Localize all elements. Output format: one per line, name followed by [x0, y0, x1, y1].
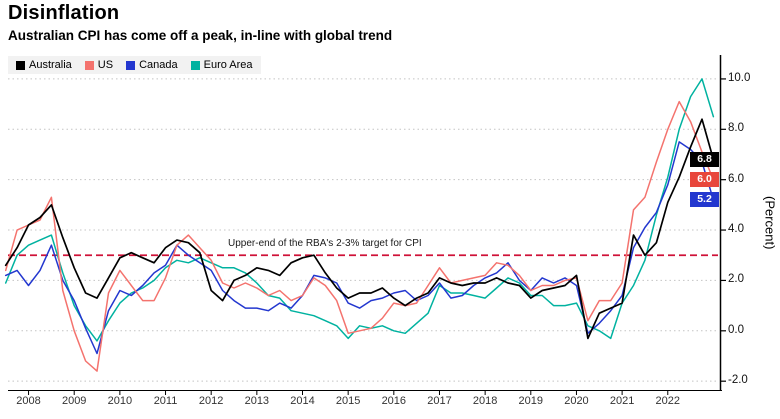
- x-tick-label: 2015: [335, 395, 361, 407]
- legend-label-canada: Canada: [139, 59, 178, 71]
- y-tick-label: -2.0: [728, 374, 748, 387]
- y-axis-title: (Percent): [762, 195, 778, 250]
- x-tick-label: 2019: [518, 395, 544, 407]
- series-line-canada: [4, 141, 715, 355]
- x-tick-label: 2017: [427, 395, 452, 407]
- series-line-australia: [4, 118, 715, 340]
- legend-swatch-australia: [16, 60, 25, 70]
- x-tick-label: 2008: [16, 395, 41, 407]
- legend-item-australia[interactable]: Australia: [16, 59, 72, 71]
- x-tick-label: 2018: [472, 395, 498, 407]
- end-value-badge-us: 6.0: [690, 172, 719, 187]
- legend-item-euro-area[interactable]: Euro Area: [190, 59, 253, 71]
- x-tick-label: 2011: [153, 395, 178, 407]
- x-tick-label: 2016: [381, 395, 407, 407]
- legend-swatch-euro-area: [190, 60, 200, 70]
- legend-label-us: US: [97, 59, 114, 71]
- target-annotation: Upper-end of the RBA's 2-3% target for C…: [228, 238, 422, 250]
- x-tick-label: 2010: [107, 395, 133, 407]
- y-tick-label: 0.0: [728, 323, 744, 336]
- series-line-us: [4, 100, 715, 372]
- x-tick-label: 2020: [564, 395, 589, 407]
- end-value-badge-canada: 5.2: [690, 192, 719, 207]
- legend-swatch-us: [84, 60, 94, 70]
- x-tick-label: 2021: [609, 395, 635, 407]
- y-tick-label: 6.0: [728, 172, 744, 185]
- x-tick-label: 2014: [290, 395, 315, 407]
- y-tick-label: 4.0: [728, 223, 744, 236]
- chart-subtitle: Australian CPI has come off a peak, in-l…: [8, 28, 393, 43]
- chart-title: Disinflation: [8, 2, 120, 24]
- legend-label-australia: Australia: [29, 59, 72, 71]
- x-tick-label: 2012: [198, 395, 224, 407]
- legend-item-canada[interactable]: Canada: [126, 59, 178, 71]
- legend-label-euro-area: Euro Area: [203, 59, 253, 71]
- x-tick-label: 2022: [655, 395, 680, 407]
- y-tick-label: 10.0: [728, 71, 751, 84]
- end-value-badge-australia: 6.8: [690, 152, 719, 167]
- x-tick-label: 2013: [244, 395, 270, 407]
- series-line-euro-area: [4, 78, 715, 342]
- x-tick-label: 2009: [61, 395, 87, 407]
- y-tick-label: 8.0: [728, 122, 744, 135]
- legend-item-us[interactable]: US: [84, 59, 114, 71]
- y-tick-label: 2.0: [728, 273, 744, 286]
- legend: Australia US Canada Euro Area: [8, 56, 261, 74]
- legend-swatch-canada: [126, 60, 136, 70]
